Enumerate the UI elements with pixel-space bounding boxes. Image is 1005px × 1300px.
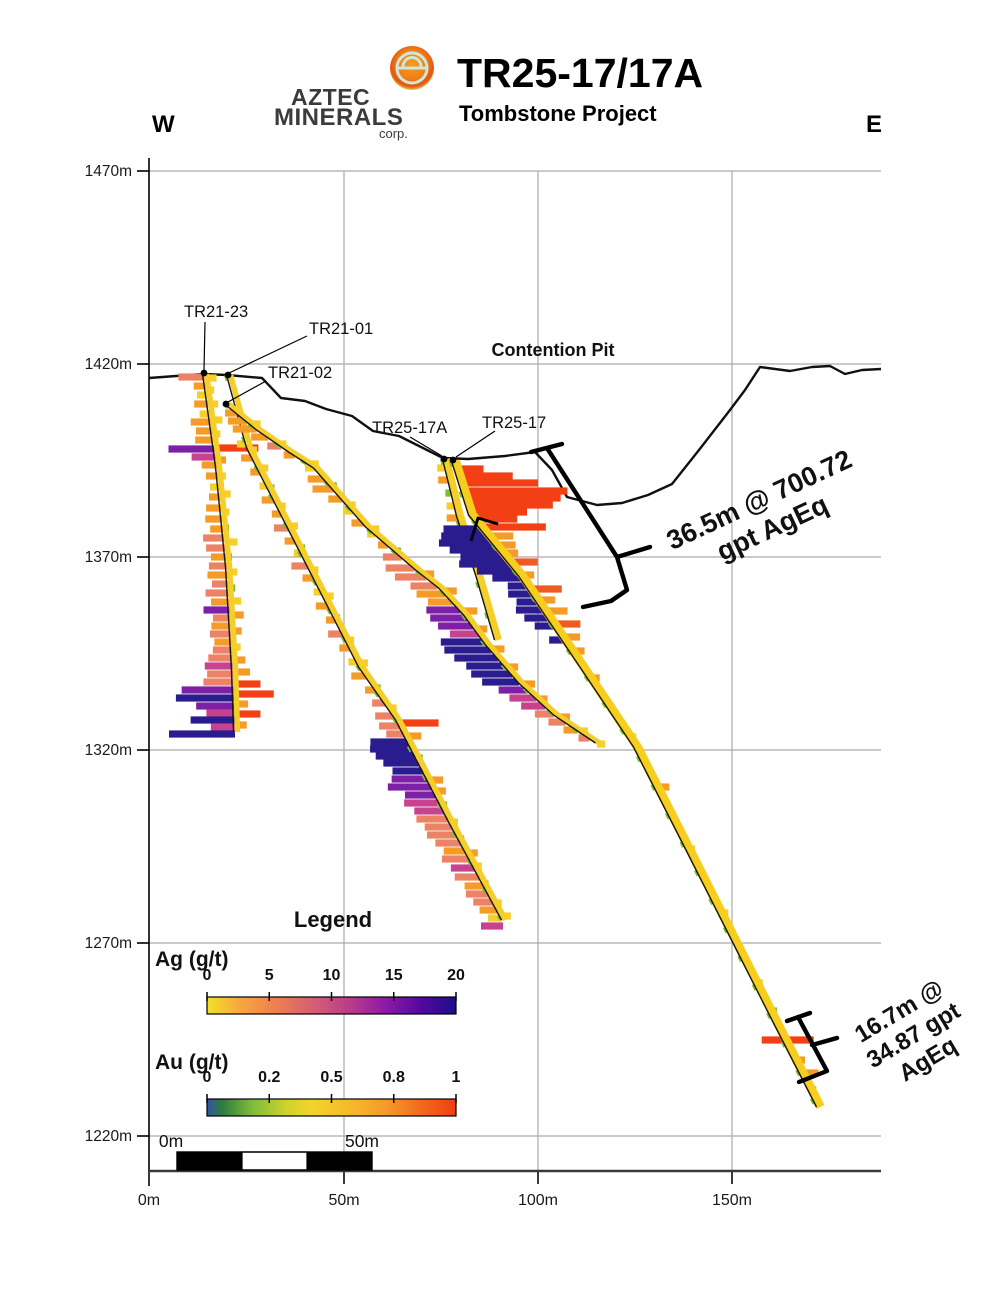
svg-text:50m: 50m <box>345 1131 379 1151</box>
leader-line <box>227 380 267 403</box>
svg-text:10: 10 <box>323 967 341 984</box>
svg-text:0.5: 0.5 <box>320 1069 342 1086</box>
ag-bars-tr25-17 <box>438 525 784 1044</box>
svg-text:Contention Pit: Contention Pit <box>492 340 615 360</box>
svg-text:1: 1 <box>452 1069 461 1086</box>
svg-text:1320m: 1320m <box>85 742 132 759</box>
svg-text:100m: 100m <box>518 1192 558 1209</box>
svg-text:1220m: 1220m <box>85 1128 132 1145</box>
svg-text:0.2: 0.2 <box>258 1069 280 1086</box>
legend-ag-scale: Ag (g/t)0 5 10 15 20 <box>155 948 465 1015</box>
svg-text:0m: 0m <box>138 1192 160 1209</box>
svg-text:5: 5 <box>265 967 274 984</box>
leader-line <box>228 335 308 374</box>
svg-text:1270m: 1270m <box>85 935 132 952</box>
leader-line <box>455 430 496 458</box>
trace-band <box>226 401 602 746</box>
logo-text-aztec: AZTEC <box>291 84 371 110</box>
svg-text:0: 0 <box>203 967 212 984</box>
svg-text:Ag (g/t): Ag (g/t) <box>155 948 228 971</box>
topography: Contention Pit <box>148 340 882 507</box>
svg-text:1420m: 1420m <box>85 356 132 373</box>
trace-band <box>451 459 825 1110</box>
svg-text:150m: 150m <box>712 1192 752 1209</box>
collar-tr25-17 <box>449 456 457 464</box>
leader-line <box>409 436 443 457</box>
elevation-axis: 1470m 1420m 1370m 1320m 1270m 1220m <box>85 163 149 1145</box>
svg-text:0: 0 <box>203 1069 212 1086</box>
logo-text-corp: corp. <box>379 126 408 141</box>
hole-label-tr25-17a: TR25-17A <box>372 419 447 437</box>
svg-text:20: 20 <box>447 967 465 984</box>
collar-tr25-17a <box>440 455 448 463</box>
page-title: TR25-17/17A <box>457 50 704 96</box>
svg-text:0.8: 0.8 <box>383 1069 405 1086</box>
scale-bar: 0m 50m <box>159 1131 379 1171</box>
svg-text:Legend: Legend <box>294 907 372 932</box>
collar-tr21-02 <box>222 400 230 408</box>
legend-au-scale: Au (g/t)0 0.2 0.5 0.8 1 <box>155 1051 461 1117</box>
hole-tr21-01: TR21-01 <box>224 320 511 930</box>
axes <box>148 158 881 1186</box>
hole-label-tr25-17: TR25-17 <box>482 414 546 432</box>
svg-text:15: 15 <box>385 967 403 984</box>
logo-text-minerals: MINERALS <box>274 104 404 131</box>
svg-text:Au (g/t): Au (g/t) <box>155 1051 228 1074</box>
svg-text:1470m: 1470m <box>85 163 132 180</box>
svg-text:1370m: 1370m <box>85 549 132 566</box>
hole-tr21-23: TR21-23 <box>168 303 274 738</box>
svg-text:50m: 50m <box>328 1192 359 1209</box>
ag-bars-tr21-23 <box>168 373 235 738</box>
compass-east-label: E <box>866 111 883 138</box>
gridlines <box>149 170 881 1171</box>
collar-tr21-23 <box>200 369 208 377</box>
hole-tr25-17: TR25-17 <box>438 414 825 1110</box>
distance-axis: 0m 50m 100m 150m <box>138 1171 752 1209</box>
hole-label-tr21-23: TR21-23 <box>184 303 248 321</box>
compass-west-label: W <box>152 111 175 138</box>
aztec-logo-icon <box>390 46 434 90</box>
hole-label-tr21-01: TR21-01 <box>309 320 373 338</box>
trace-band <box>227 374 508 922</box>
page-subtitle: Tombstone Project <box>459 101 657 126</box>
ag-bars-tr21-02 <box>225 409 590 742</box>
trace-band <box>203 373 241 733</box>
svg-text:0m: 0m <box>159 1131 183 1151</box>
leader-line <box>203 321 206 371</box>
hole-tr21-02: TR21-02 <box>222 364 605 748</box>
hole-label-tr21-02: TR21-02 <box>268 364 332 382</box>
